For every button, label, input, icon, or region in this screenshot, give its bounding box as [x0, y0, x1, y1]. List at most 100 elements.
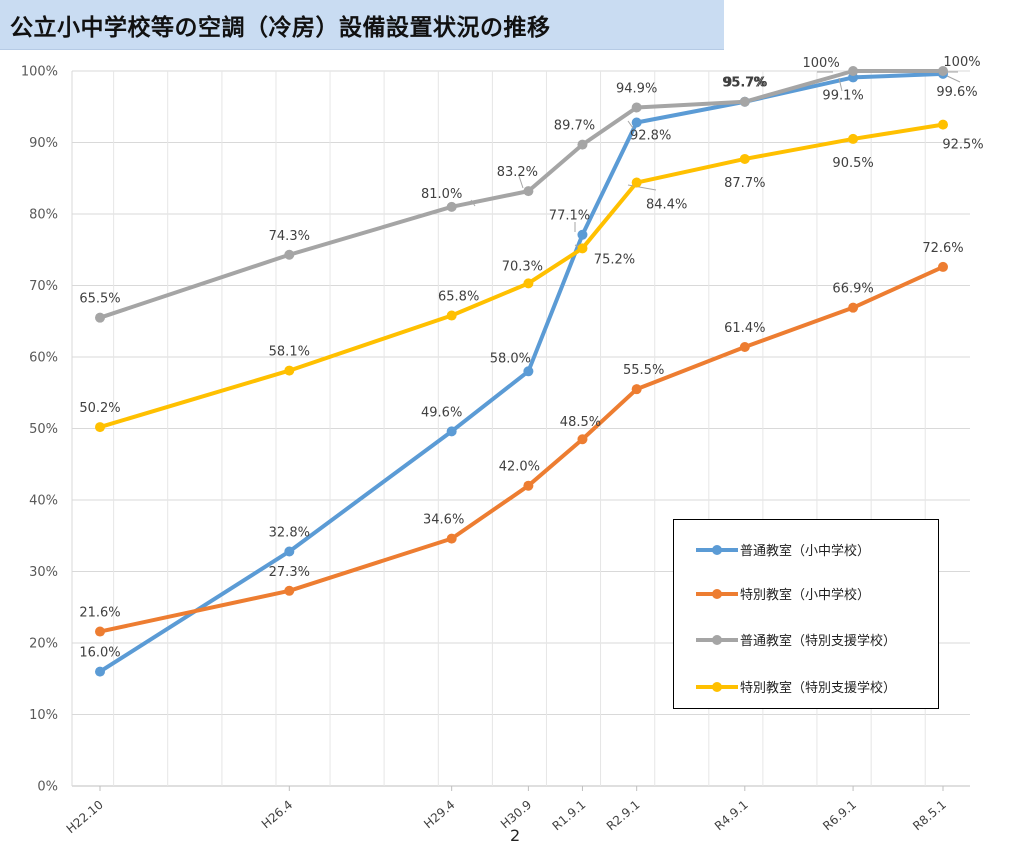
- data-point: [739, 96, 750, 107]
- data-label: 100%: [803, 56, 840, 71]
- y-tick-label: 70%: [29, 279, 58, 294]
- data-label: 99.1%: [822, 88, 863, 103]
- y-tick-label: 60%: [29, 351, 58, 366]
- legend-label: 特別教室（特別支援学校）: [740, 681, 897, 696]
- data-point: [577, 434, 588, 445]
- data-label: 65.5%: [79, 292, 120, 307]
- label-leader-lines: [470, 71, 961, 251]
- data-point: [523, 366, 534, 377]
- legend-item-series-1: 普通教室（小中学校）: [696, 540, 870, 559]
- leader-line: [518, 175, 524, 189]
- y-tick-label: 100%: [21, 65, 58, 80]
- data-point: [446, 310, 457, 321]
- chart-title: 公立小中学校等の空調（冷房）設備設置状況の推移: [10, 14, 551, 41]
- page-number: 2: [510, 826, 521, 845]
- data-point: [446, 533, 457, 544]
- data-label: 27.3%: [269, 565, 310, 580]
- gridlines: [71, 70, 970, 787]
- data-point: [95, 312, 105, 323]
- data-point: [631, 177, 642, 188]
- x-tick-label: H26.4: [259, 798, 295, 832]
- data-point: [95, 666, 105, 677]
- y-tick-label: 0%: [37, 780, 58, 795]
- legend-label: 普通教室（小中学校）: [740, 544, 871, 559]
- data-label: 90.5%: [832, 156, 873, 171]
- data-point: [848, 133, 859, 144]
- x-tick-label: R8.5.1: [910, 798, 949, 834]
- data-point: [577, 229, 588, 240]
- data-label: 58.0%: [490, 351, 531, 366]
- data-point: [938, 66, 948, 76]
- leader-line: [627, 120, 634, 129]
- series-points: [95, 66, 948, 677]
- data-label: 87.7%: [724, 176, 765, 191]
- data-point: [938, 119, 948, 130]
- legend-item-series-3: 普通教室（特別支援学校）: [696, 630, 896, 649]
- data-label: 48.5%: [560, 415, 601, 430]
- legend-item-series-2: 特別教室（小中学校）: [696, 584, 870, 603]
- data-label: 66.9%: [832, 282, 873, 297]
- x-tick-label: R6.9.1: [820, 798, 859, 834]
- data-point: [284, 365, 295, 376]
- data-label: 21.6%: [79, 606, 120, 621]
- data-label: 70.3%: [502, 259, 543, 274]
- legend-swatch-orange: [696, 588, 738, 599]
- data-point: [631, 384, 642, 395]
- leader-line: [838, 77, 843, 92]
- data-label: 42.0%: [499, 460, 540, 475]
- y-tick-label: 10%: [29, 708, 58, 723]
- data-point: [95, 626, 105, 637]
- data-point: [523, 480, 534, 491]
- data-point: [631, 117, 642, 128]
- data-label: 94.9%: [616, 81, 657, 96]
- x-tick-label: H29.4: [421, 798, 457, 832]
- legend: 普通教室（小中学校） 特別教室（小中学校） 普通教室（特別支援学校） 特別教室（…: [673, 519, 939, 709]
- data-label: 83.2%: [497, 165, 538, 180]
- x-tick-label: R1.9.1: [550, 798, 589, 834]
- data-point: [523, 278, 534, 289]
- y-tick-label: 20%: [29, 637, 58, 652]
- data-label: 84.4%: [646, 198, 687, 213]
- legend-swatch-gray: [696, 634, 738, 645]
- y-tick-label: 50%: [29, 422, 58, 437]
- data-label: 95.7%: [722, 76, 767, 91]
- data-label: 77.1%: [549, 209, 590, 224]
- data-label: 72.6%: [922, 241, 963, 256]
- data-point: [95, 422, 105, 433]
- data-label: 89.7%: [554, 119, 595, 134]
- data-point: [631, 102, 642, 113]
- x-tick-label: R4.9.1: [712, 798, 751, 834]
- data-label: 99.6%: [936, 85, 977, 100]
- data-label: 58.1%: [269, 345, 310, 360]
- legend-swatch-blue: [696, 544, 738, 555]
- data-point: [848, 66, 859, 76]
- data-label: 81.0%: [421, 187, 462, 202]
- data-point: [848, 302, 859, 313]
- data-point: [284, 546, 295, 557]
- data-point: [446, 201, 457, 212]
- data-label: 92.8%: [630, 128, 671, 143]
- leader-line: [627, 184, 657, 191]
- data-point: [284, 585, 295, 596]
- data-label: 32.8%: [269, 525, 310, 540]
- data-point: [577, 243, 588, 254]
- x-tick-label: H22.10: [64, 798, 106, 837]
- leader-line: [470, 199, 476, 207]
- x-axis-ticks: H22.10 H26.4 H29.4 H30.9 R1.9.1 R2.9.1 R4.9.1 R…: [64, 786, 949, 836]
- x-tick-label: R2.9.1: [604, 798, 643, 834]
- title-banner: 公立小中学校等の空調（冷房）設備設置状況の推移: [0, 0, 724, 50]
- data-label: 75.2%: [594, 252, 635, 267]
- y-axis-ticks: 0% 10% 20% 30% 40% 50% 60% 70% 80% 90% 100%: [21, 65, 58, 795]
- legend-label: 普通教室（特別支援学校）: [740, 634, 897, 649]
- data-point: [284, 249, 295, 260]
- data-label: 50.2%: [79, 401, 120, 416]
- data-point: [938, 261, 948, 272]
- leader-line: [944, 74, 961, 83]
- y-tick-label: 80%: [29, 208, 58, 223]
- data-point: [523, 186, 534, 197]
- y-tick-label: 90%: [29, 136, 58, 151]
- data-labels: 16.0% 32.8% 49.6% 58.0% 77.1% 92.8% 95.7% 99.1%…: [79, 55, 983, 661]
- data-label: 95.7%: [724, 76, 765, 91]
- data-label: 16.0%: [79, 646, 120, 661]
